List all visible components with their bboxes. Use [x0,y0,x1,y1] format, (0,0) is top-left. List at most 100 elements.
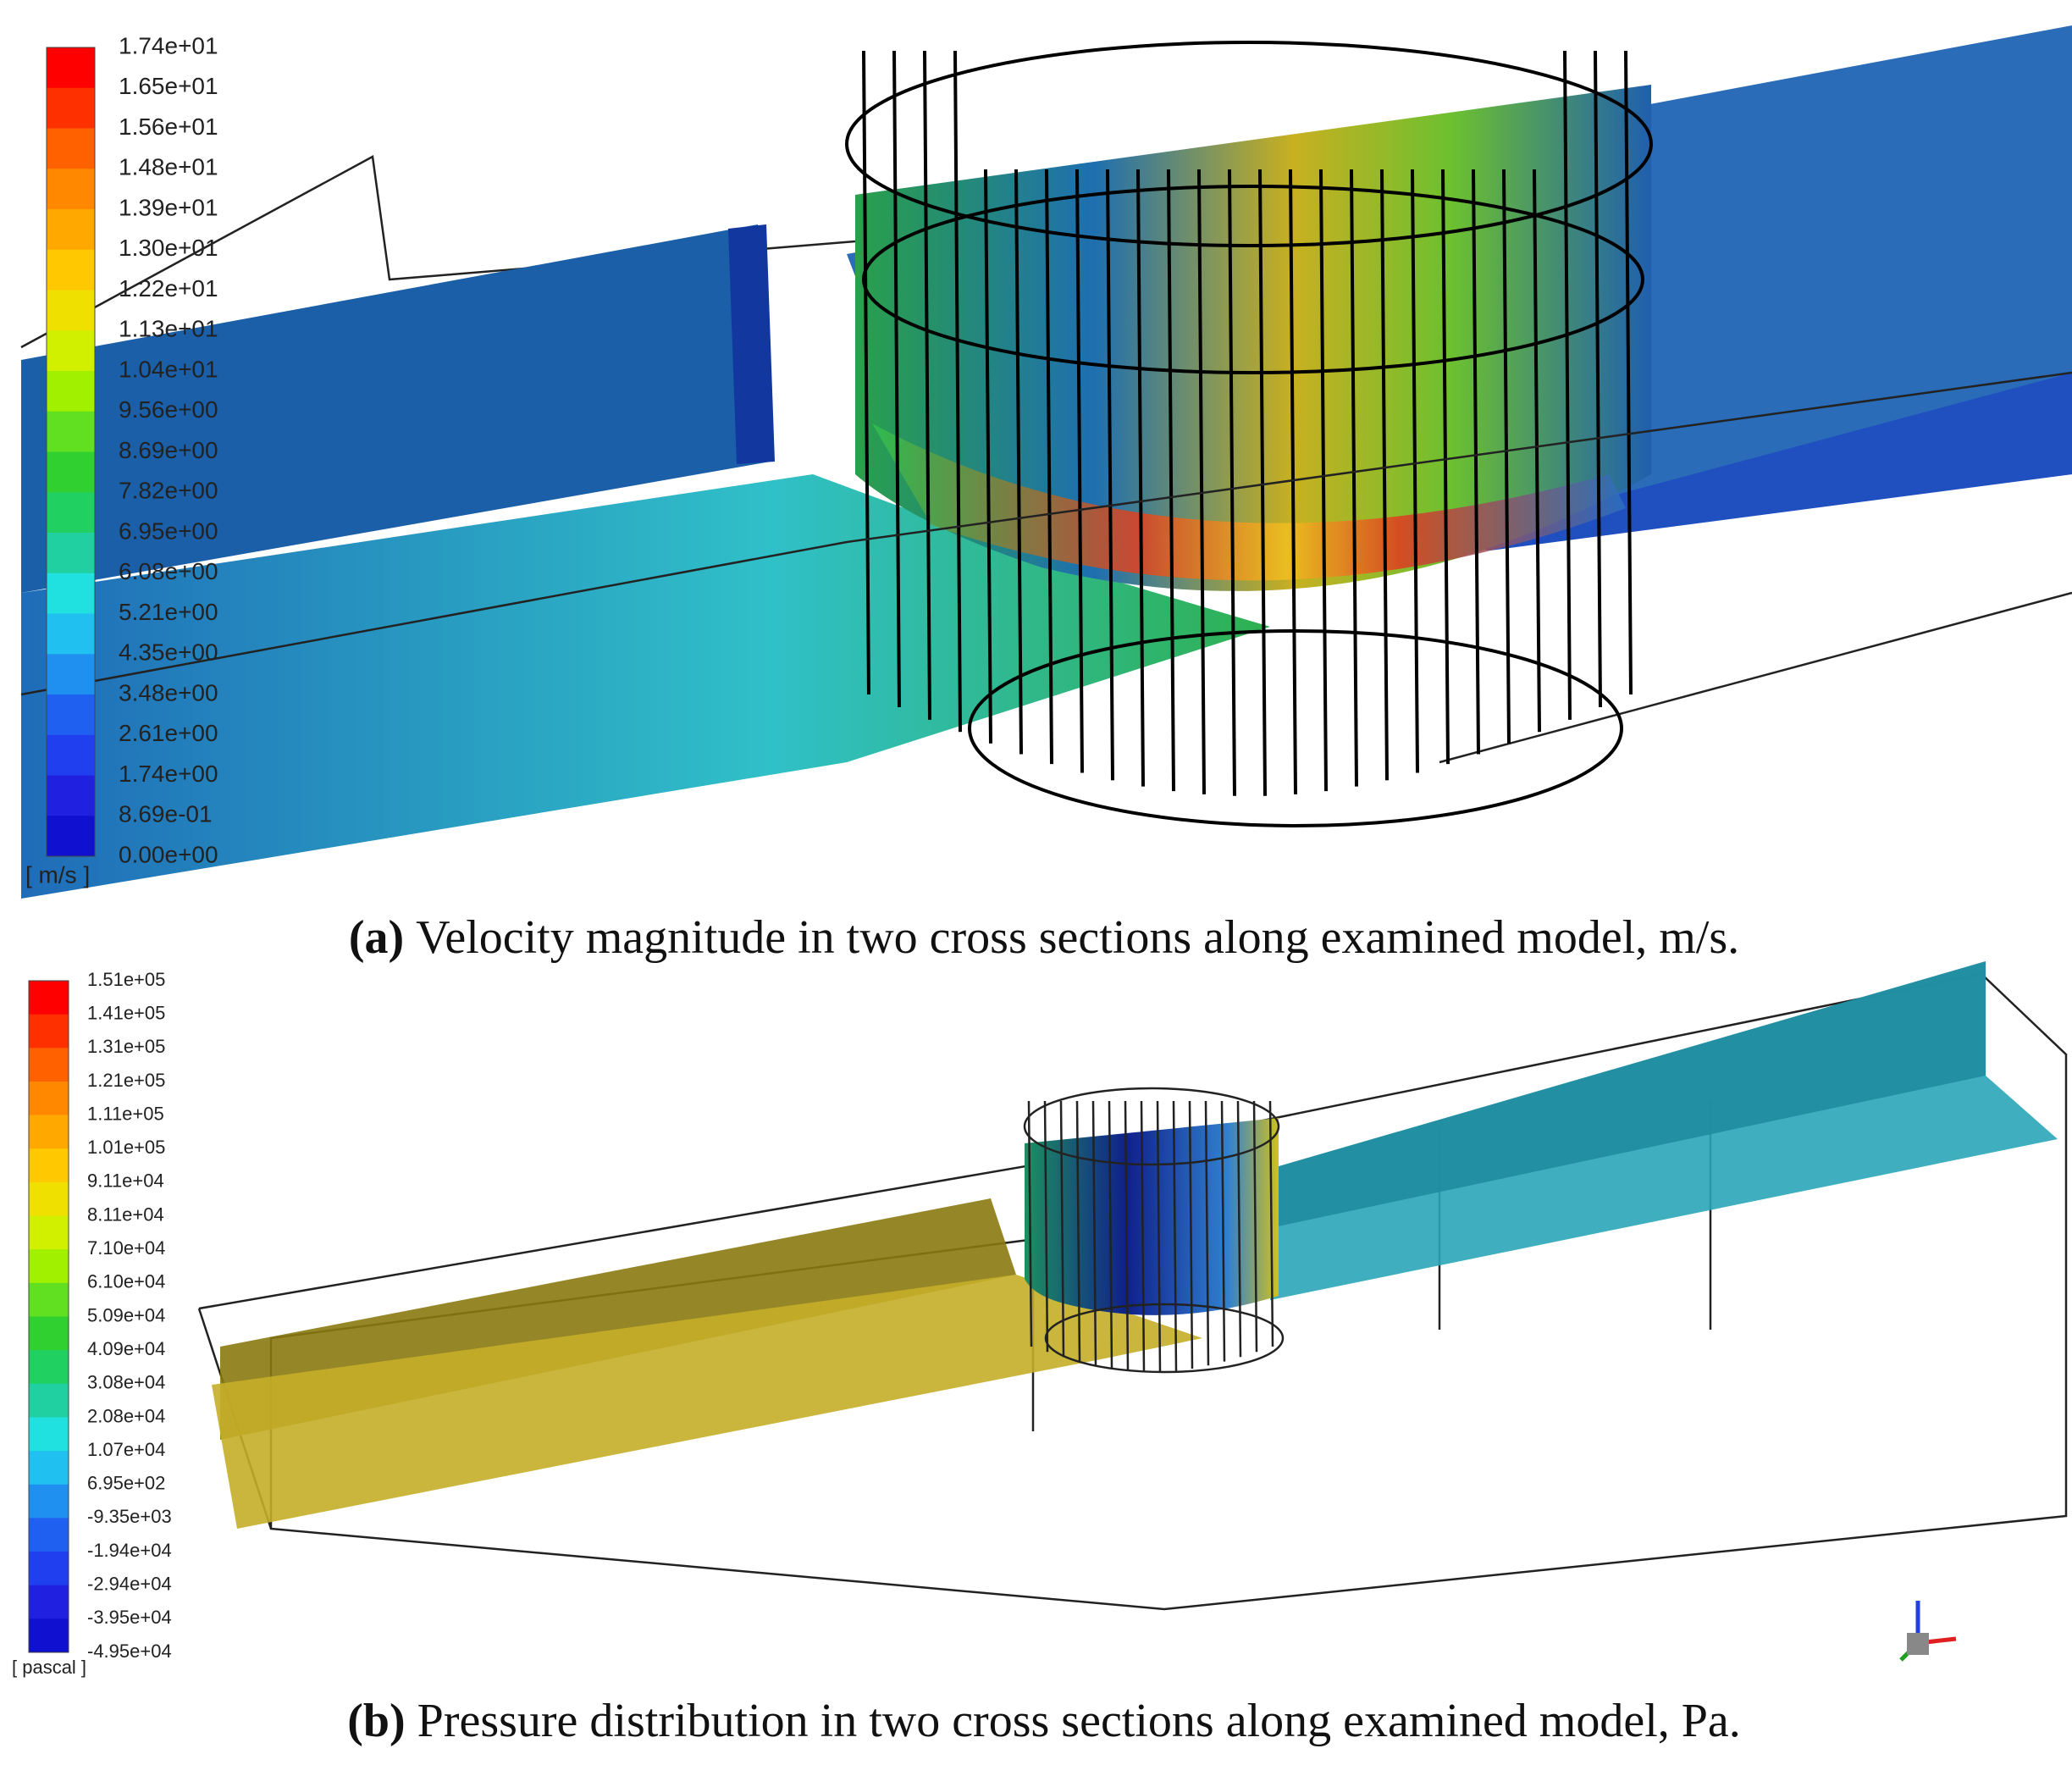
blade [1594,50,1602,708]
colorbar-band [47,533,95,574]
blade [984,169,992,744]
blade [1502,169,1511,744]
blade [1075,1100,1081,1362]
colorbar-label: 1.74e+01 [119,32,218,58]
colorbar-band [47,654,95,695]
blade [1027,1100,1033,1347]
colorbar-band [29,1518,69,1552]
colorbar-band [29,1115,69,1149]
colorbar-band [47,330,95,372]
colorbar-band [29,1215,69,1250]
blade [1197,169,1206,794]
colorbar-band [29,1585,69,1619]
colorbar-label: 1.21e+05 [87,1070,165,1091]
colorbar-label: 7.82e+00 [119,478,218,504]
blade [1228,169,1236,796]
colorbar-band [29,1417,69,1452]
colorbar-label: 9.11e+04 [87,1170,164,1192]
colorbar-frame [28,980,69,1653]
colorbar-label: 1.74e+00 [119,761,218,787]
blade [1411,169,1419,773]
colorbar-band [47,371,95,412]
colorbar-band [29,1618,69,1653]
colorbar-band [29,1484,69,1519]
blade [862,50,870,695]
colorbar-label: 1.51e+05 [87,969,165,990]
blade [1236,1100,1242,1358]
colorbar-label: -2.94e+04 [87,1574,172,1595]
colorbar-band [47,492,95,534]
colorbar-label: 1.39e+01 [119,194,218,220]
colorbar-band [29,1383,69,1418]
colorbar-label: 1.04e+01 [119,356,218,382]
colorbar-label: 6.95e+02 [87,1473,165,1494]
colorbar-band [29,1282,69,1317]
colorbar-frame [46,47,96,857]
colorbar-label: 1.30e+01 [119,235,218,261]
blade [1172,1100,1178,1371]
colorbar: 1.74e+01 1.65e+01 1.56e+01 1.48e+01 1.39e+01… [25,32,218,888]
colorbar-band [29,1181,69,1217]
colorbar-unit: [ m/s ] [25,861,90,888]
colorbar-label: 8.69e-01 [119,801,213,827]
colorbar-band [29,1451,69,1486]
blade [1252,1100,1258,1353]
colorbar-label: 1.31e+05 [87,1036,165,1057]
blade [1441,169,1450,765]
blade [1188,1100,1194,1369]
axis-triad [1899,1601,1957,1662]
blade [1124,1100,1130,1371]
colorbar-label: 8.69e+00 [119,437,218,463]
colorbar-band [47,694,95,736]
blade [1059,1100,1065,1358]
colorbar-label: 6.10e+04 [87,1271,165,1292]
colorbar-band [47,775,95,816]
colorbar-label: 1.22e+01 [119,275,218,302]
colorbar-band [47,290,95,331]
colorbar-band [29,1081,69,1116]
colorbar-label: 8.11e+04 [87,1203,164,1225]
blade [1533,169,1541,733]
colorbar-band [47,209,95,251]
blade [1350,169,1358,787]
colorbar-label: 3.48e+00 [119,679,218,705]
colorbar-label: 1.11e+05 [87,1103,164,1124]
pressure-scene [197,961,2068,1611]
velocity-scene [20,25,2072,899]
colorbar-band [29,1014,69,1048]
blade [892,50,901,708]
blade [1624,50,1633,695]
colorbar-label: -4.95e+04 [87,1641,172,1662]
colorbar-label: -9.35e+03 [87,1506,172,1527]
colorbar-band [47,128,95,169]
caption-text: Pressure distribution in two cross secti… [417,1695,1741,1747]
colorbar-band [47,47,95,89]
colorbar-label: 2.08e+04 [87,1405,165,1426]
blade [1258,169,1267,796]
blade [1472,169,1480,755]
blade [1220,1100,1226,1362]
caption: (a) Velocity magnitude in two cross secti… [349,911,1739,964]
colorbar-band [29,1249,69,1284]
blade [1043,1100,1049,1353]
colorbar-label: 1.41e+05 [87,1002,165,1023]
colorbar-band [29,1148,69,1183]
colorbar-band [29,1316,69,1351]
colorbar-label: 4.09e+04 [87,1338,165,1359]
caption: (b) Pressure distribution in two cross se… [347,1695,1741,1747]
colorbar-label: 3.08e+04 [87,1372,165,1393]
caption-label: (b) [347,1695,405,1747]
blade [1204,1100,1210,1366]
colorbar-band [29,981,69,1015]
colorbar-label: 1.01e+05 [87,1137,165,1158]
colorbar-band [47,613,95,655]
colorbar-label: 2.61e+00 [119,720,218,746]
blade [1106,169,1114,781]
colorbar-label: 7.10e+04 [87,1237,165,1259]
colorbar-band [47,734,95,776]
colorbar-label: 0.00e+00 [119,841,218,867]
blade [1563,50,1572,720]
colorbar-unit: [ pascal ] [12,1657,86,1678]
blade [1156,1100,1162,1372]
